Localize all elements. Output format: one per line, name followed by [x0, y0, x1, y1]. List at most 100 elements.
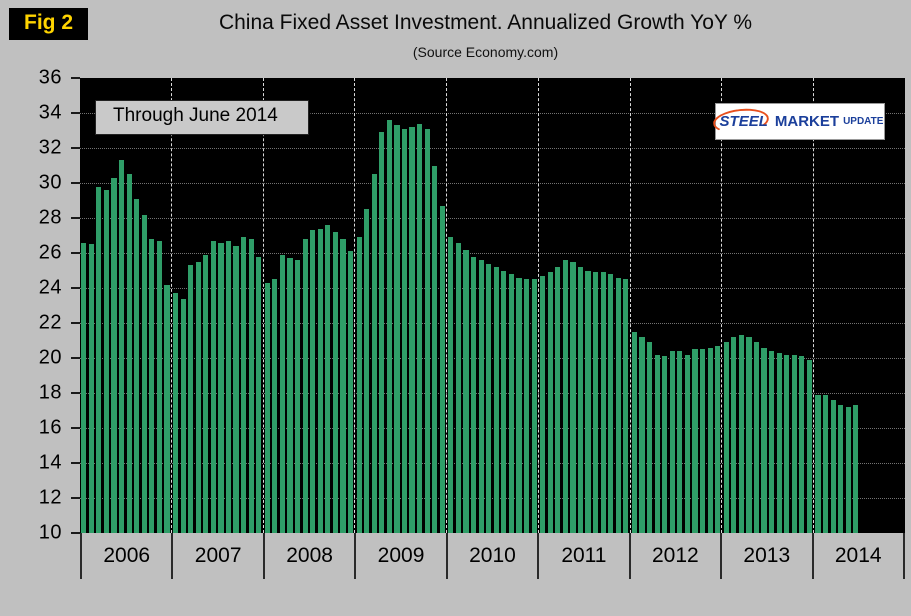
- year-group-2013: [722, 78, 815, 533]
- bar-slot: [309, 78, 317, 533]
- x-tick-label-2006: 2006: [80, 533, 174, 579]
- gridline: [80, 463, 905, 464]
- bar-slot: [714, 78, 722, 533]
- bar-slot: [508, 78, 516, 533]
- bar-2013-10: [791, 354, 797, 533]
- bar-2012-1: [631, 331, 638, 533]
- y-tick-mark: [71, 462, 80, 464]
- bar-slot: [599, 78, 607, 533]
- bar-2014-4: [838, 405, 844, 533]
- bar-slot: [860, 78, 868, 533]
- y-tick-mark: [71, 217, 80, 219]
- bar-slot: [179, 78, 187, 533]
- bar-slot: [462, 78, 470, 533]
- bar-2013-12: [806, 359, 812, 533]
- bar-2006-11: [156, 240, 162, 533]
- bar-slot: [317, 78, 325, 533]
- bar-2011-8: [593, 272, 599, 533]
- bar-2011-10: [608, 274, 614, 533]
- bar-slot: [324, 78, 332, 533]
- bar-2012-11: [707, 347, 713, 533]
- bar-2014-5: [845, 407, 851, 533]
- bar-2007-11: [248, 239, 254, 533]
- bar-slot: [890, 78, 898, 533]
- bar-slot: [562, 78, 570, 533]
- x-tick-label-2013: 2013: [722, 533, 814, 579]
- y-tick-mark: [71, 287, 80, 289]
- bar-slot: [806, 78, 814, 533]
- bar-slot: [867, 78, 875, 533]
- bar-2012-6: [669, 351, 675, 533]
- bar-2013-1: [723, 342, 729, 533]
- bar-2006-12: [164, 284, 170, 533]
- bar-slot: [416, 78, 424, 533]
- bar-2012-2: [639, 337, 645, 533]
- bar-2007-2: [180, 298, 186, 533]
- y-tick-mark: [71, 112, 80, 114]
- bar-2010-7: [493, 267, 499, 533]
- bar-slot: [768, 78, 776, 533]
- bar-slot: [822, 78, 830, 533]
- logo-word-market: MARKET: [774, 113, 840, 130]
- bar-slot: [760, 78, 768, 533]
- bar-2008-7: [310, 230, 316, 533]
- bar-2009-11: [432, 165, 438, 533]
- bar-2014-3: [830, 400, 836, 533]
- bar-2010-5: [478, 260, 484, 533]
- bar-slot: [80, 78, 88, 533]
- bar-slot: [225, 78, 233, 533]
- bar-slot: [523, 78, 531, 533]
- bar-2007-10: [241, 237, 247, 533]
- bar-slot: [485, 78, 493, 533]
- bar-slot: [829, 78, 837, 533]
- bar-slot: [332, 78, 340, 533]
- bar-2011-2: [547, 272, 553, 533]
- y-tick-label: 30: [38, 171, 62, 194]
- bar-2012-10: [699, 349, 706, 533]
- bar-2011-9: [600, 272, 606, 533]
- bar-slot: [515, 78, 523, 533]
- bar-2013-9: [784, 354, 790, 533]
- bar-2007-4: [195, 261, 201, 533]
- y-tick-label: 28: [38, 206, 62, 229]
- y-tick-label: 10: [38, 521, 62, 544]
- bar-2014-1: [815, 394, 821, 533]
- bar-slot: [439, 78, 447, 533]
- bar-2009-12: [439, 205, 445, 533]
- bar-slot: [88, 78, 96, 533]
- bar-slot: [592, 78, 600, 533]
- bar-2010-2: [455, 242, 462, 533]
- year-group-2008: [264, 78, 356, 533]
- bar-slot: [500, 78, 508, 533]
- year-group-2010: [447, 78, 539, 533]
- bar-slot: [577, 78, 585, 533]
- bar-2011-12: [623, 279, 629, 533]
- y-tick-label: 20: [38, 346, 62, 369]
- bar-2009-3: [371, 174, 377, 533]
- x-tick-label-2014: 2014: [814, 533, 905, 579]
- bar-slot: [286, 78, 294, 533]
- bar-2010-6: [486, 263, 492, 533]
- bar-2007-5: [203, 254, 209, 533]
- bar-slot: [852, 78, 860, 533]
- bar-slot: [554, 78, 562, 533]
- bar-slot: [194, 78, 202, 533]
- bar-slot: [431, 78, 439, 533]
- bar-2007-1: [172, 293, 179, 533]
- bar-2010-12: [531, 279, 537, 533]
- y-tick-mark: [71, 427, 80, 429]
- bar-slot: [745, 78, 753, 533]
- bar-slot: [255, 78, 263, 533]
- bar-slot: [798, 78, 806, 533]
- bar-2007-9: [233, 246, 239, 533]
- bar-slot: [837, 78, 845, 533]
- bar-2009-10: [424, 128, 430, 533]
- year-group-2012: [631, 78, 723, 533]
- bar-slot: [646, 78, 654, 533]
- y-tick-label: 22: [38, 311, 62, 334]
- bar-slot: [676, 78, 684, 533]
- bar-slot: [845, 78, 853, 533]
- bar-slot: [141, 78, 149, 533]
- y-tick-mark: [71, 497, 80, 499]
